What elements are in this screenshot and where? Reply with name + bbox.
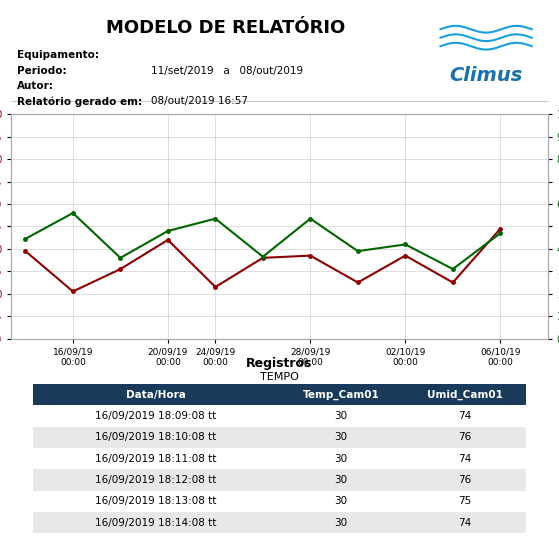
Text: Periodo:: Periodo:	[17, 66, 66, 76]
Text: 76: 76	[458, 432, 471, 442]
Text: Umid_Cam01: Umid_Cam01	[427, 390, 503, 400]
Text: 30: 30	[335, 411, 348, 421]
Text: 16/09/2019 18:12:08 tt: 16/09/2019 18:12:08 tt	[96, 475, 217, 485]
Text: 16/09/2019 18:11:08 tt: 16/09/2019 18:11:08 tt	[96, 454, 217, 464]
Bar	[403, 512, 527, 533]
Text: 30: 30	[335, 475, 348, 485]
Text: 11/set/2019   a   08/out/2019: 11/set/2019 a 08/out/2019	[151, 66, 303, 76]
Bar	[32, 405, 280, 427]
Text: 30: 30	[335, 432, 348, 442]
Bar	[403, 427, 527, 448]
Text: 74: 74	[458, 454, 471, 464]
Bar	[403, 491, 527, 512]
Text: Autor:: Autor:	[17, 81, 54, 91]
Bar	[280, 384, 403, 405]
Text: 16/09/2019 18:14:08 tt: 16/09/2019 18:14:08 tt	[96, 518, 217, 528]
Bar	[280, 448, 403, 469]
Text: 16/09/2019 18:13:08 tt: 16/09/2019 18:13:08 tt	[96, 496, 217, 506]
Text: Registros: Registros	[247, 358, 312, 370]
Bar	[280, 512, 403, 533]
Bar	[403, 469, 527, 491]
Text: 16/09/2019 18:09:08 tt: 16/09/2019 18:09:08 tt	[96, 411, 217, 421]
Text: 74: 74	[458, 518, 471, 528]
X-axis label: TEMPO: TEMPO	[260, 373, 299, 383]
Text: Climus: Climus	[449, 66, 523, 84]
Bar	[32, 427, 280, 448]
Bar	[403, 448, 527, 469]
Text: 16/09/2019 18:10:08 tt: 16/09/2019 18:10:08 tt	[96, 432, 217, 442]
Bar	[280, 405, 403, 427]
Text: 30: 30	[335, 518, 348, 528]
Text: MODELO DE RELATÓRIO: MODELO DE RELATÓRIO	[106, 19, 345, 37]
Text: Relatório gerado em:: Relatório gerado em:	[17, 96, 141, 107]
Text: 08/out/2019 16:57: 08/out/2019 16:57	[151, 96, 248, 106]
Text: 30: 30	[335, 454, 348, 464]
Text: Temp_Cam01: Temp_Cam01	[303, 390, 380, 400]
Bar	[32, 491, 280, 512]
Text: 76: 76	[458, 475, 471, 485]
Bar	[32, 469, 280, 491]
Text: 75: 75	[458, 496, 471, 506]
Text: 30: 30	[335, 496, 348, 506]
Bar	[403, 405, 527, 427]
Bar	[403, 384, 527, 405]
Bar	[280, 469, 403, 491]
Bar	[280, 427, 403, 448]
Text: Data/Hora: Data/Hora	[126, 390, 186, 400]
Bar	[280, 491, 403, 512]
Bar	[32, 448, 280, 469]
Text: 74: 74	[458, 411, 471, 421]
Bar	[32, 512, 280, 533]
Bar	[32, 384, 280, 405]
Text: Equipamento:: Equipamento:	[17, 50, 98, 60]
